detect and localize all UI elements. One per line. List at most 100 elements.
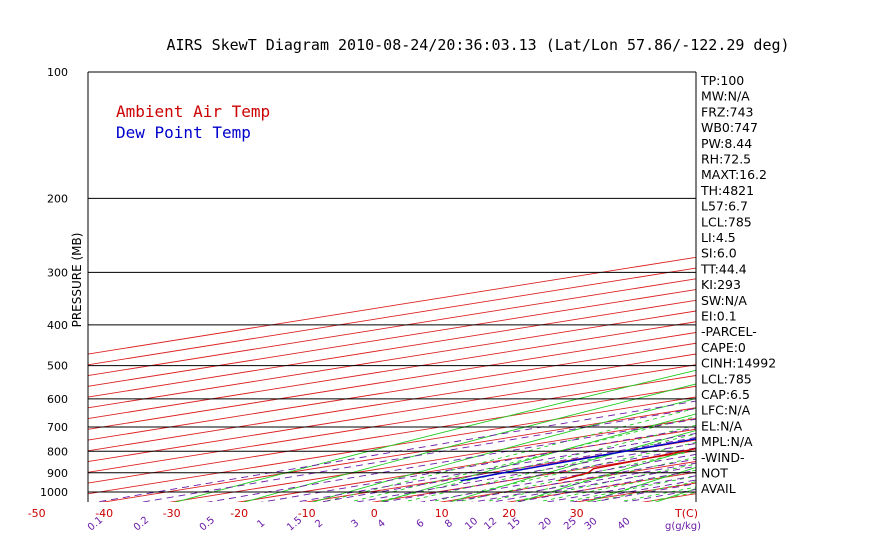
sounding-index-label: AVAIL bbox=[701, 481, 736, 496]
mixing-ratio-line bbox=[569, 479, 696, 502]
moist-adiabat-line bbox=[381, 424, 696, 502]
sounding-index-label: TT:44.4 bbox=[700, 261, 747, 276]
isotherm-line bbox=[236, 428, 696, 502]
mixing-ratio-line bbox=[380, 447, 696, 502]
mixing-ratio-tick-label: 10 bbox=[463, 516, 480, 533]
sounding-index-label: SW:N/A bbox=[701, 293, 747, 308]
mixing-ratio-line bbox=[94, 400, 696, 502]
isotherm-line bbox=[438, 461, 696, 502]
sounding-index-label: TP:100 bbox=[700, 73, 744, 88]
moist-adiabat-line bbox=[489, 456, 696, 502]
mixing-ratio-tick-label: 12 bbox=[482, 516, 499, 533]
mixing-ratio-tick-label: 30 bbox=[583, 516, 600, 533]
mixing-ratio-line bbox=[489, 465, 696, 502]
isotherm-line bbox=[506, 471, 696, 502]
mixing-ratio-line bbox=[318, 437, 696, 502]
sounding-index-label: LFC:N/A bbox=[701, 403, 751, 418]
bottom-temp-tick-label: -30 bbox=[163, 507, 181, 520]
sounding-index-label: EI:0.1 bbox=[701, 309, 737, 324]
sounding-index-label: MAXT:16.2 bbox=[701, 167, 767, 182]
bottom-temp-tick-label: -10 bbox=[298, 507, 316, 520]
sounding-index-label: TH:4821 bbox=[700, 183, 754, 198]
dry-adiabat-line bbox=[791, 72, 870, 503]
dry-adiabat-line bbox=[448, 429, 696, 502]
dry-adiabat-line bbox=[654, 488, 696, 502]
mixing-ratio-line bbox=[544, 475, 696, 502]
mixing-ratio-tick-label: 1 bbox=[255, 518, 267, 531]
isotherm-line bbox=[775, 72, 870, 503]
isotherm-line bbox=[88, 396, 696, 495]
sounding-index-label: KI:293 bbox=[701, 277, 741, 292]
dry-adiabat-line bbox=[860, 72, 870, 503]
ambient-temp-line bbox=[558, 447, 696, 482]
pressure-tick-label: 1000 bbox=[40, 486, 68, 499]
isotherm-line bbox=[641, 493, 696, 502]
isotherm-line bbox=[168, 418, 696, 502]
mixing-ratio-line bbox=[140, 408, 696, 502]
moist-adiabat-line bbox=[435, 441, 696, 502]
dry-adiabat-line bbox=[242, 383, 696, 502]
mixing-ratio-tick-label: 6 bbox=[415, 518, 427, 531]
mixing-ratio-tick-label: 20 bbox=[537, 516, 554, 533]
moist-adiabat-line bbox=[516, 463, 696, 502]
bottom-temp-tick-label: -20 bbox=[230, 507, 248, 520]
bottom-temp-tick-label: -50 bbox=[28, 507, 46, 520]
bottom-temp-tick-label: 10 bbox=[435, 507, 449, 520]
mixing-ratio-tick-label: 4 bbox=[376, 518, 388, 531]
sounding-index-label: CINH:14992 bbox=[701, 356, 776, 371]
isotherm-line bbox=[371, 450, 696, 502]
mixing-ratio-tick-label: 3 bbox=[349, 518, 361, 531]
isotherm-line bbox=[88, 385, 696, 484]
sounding-index-label: CAPE:0 bbox=[701, 340, 746, 355]
dewpoint-line bbox=[460, 438, 696, 482]
pressure-tick-label: 200 bbox=[47, 192, 68, 205]
sounding-index-label: SI:6.0 bbox=[701, 246, 737, 261]
sounding-index-label: LCL:785 bbox=[701, 371, 752, 386]
pressure-tick-label: 300 bbox=[47, 266, 68, 279]
sounding-index-label: LCL:785 bbox=[701, 214, 752, 229]
pressure-tick-label: 500 bbox=[47, 360, 68, 373]
pressure-tick-label: 400 bbox=[47, 319, 68, 332]
isotherm-line bbox=[88, 256, 696, 355]
moist-adiabat-line bbox=[326, 407, 696, 502]
dry-adiabat-line bbox=[380, 413, 696, 502]
mixing-ratio-line bbox=[293, 432, 696, 502]
isotherm-line bbox=[88, 364, 696, 463]
sounding-index-label: MW:N/A bbox=[701, 89, 750, 104]
bottom-temp-tick-label: 30 bbox=[570, 507, 584, 520]
sounding-index-label: NOT bbox=[701, 466, 728, 481]
pressure-tick-label: 800 bbox=[47, 445, 68, 458]
isotherm-line bbox=[88, 267, 696, 366]
legend-ambient-air-temp: Ambient Air Temp bbox=[116, 102, 270, 121]
mixing-ratio-line bbox=[260, 427, 696, 502]
dry-adiabat-line bbox=[311, 398, 696, 502]
mixing-ratio-line bbox=[513, 469, 696, 502]
isotherm-line bbox=[88, 342, 696, 441]
pressure-tick-label: 700 bbox=[47, 421, 68, 434]
sounding-index-label: -PARCEL- bbox=[701, 324, 757, 339]
isotherm-line bbox=[88, 278, 696, 377]
sounding-index-label: EL:N/A bbox=[701, 418, 743, 433]
pressure-tick-label: 600 bbox=[47, 393, 68, 406]
pressure-tick-labels: 100 200 300 400 500 600 700 800 900 1000 bbox=[40, 66, 68, 499]
x-axis-label: T(C) bbox=[674, 507, 698, 520]
mixing-ratio-line bbox=[206, 418, 696, 502]
isotherm-line bbox=[88, 353, 696, 452]
bottom-temp-tick-labels: -50 -40 -30 -20 -10 0 10 20 30 bbox=[28, 507, 584, 520]
isotherm-line bbox=[101, 407, 696, 502]
sounding-index-label: CAP:6.5 bbox=[701, 387, 750, 402]
sounding-index-label: RH:72.5 bbox=[701, 152, 751, 167]
isotherm-line bbox=[88, 375, 696, 473]
mixing-ratio-line bbox=[419, 453, 696, 502]
bottom-temp-tick-label: 20 bbox=[502, 507, 516, 520]
bottom-temp-tick-label: -40 bbox=[95, 507, 113, 520]
sounding-index-label: PW:8.44 bbox=[701, 136, 752, 151]
sounding-index-label: LI:4.5 bbox=[701, 230, 736, 245]
sounding-index-label: FRZ:743 bbox=[701, 104, 754, 119]
moist-adiabat-line bbox=[462, 449, 696, 502]
moist-adiabat-line bbox=[408, 433, 696, 502]
sounding-index-label: L57:6.7 bbox=[701, 199, 748, 214]
mixing-ratio-tick-label: 40 bbox=[616, 516, 633, 533]
sounding-index-label: WB0:747 bbox=[701, 120, 758, 135]
